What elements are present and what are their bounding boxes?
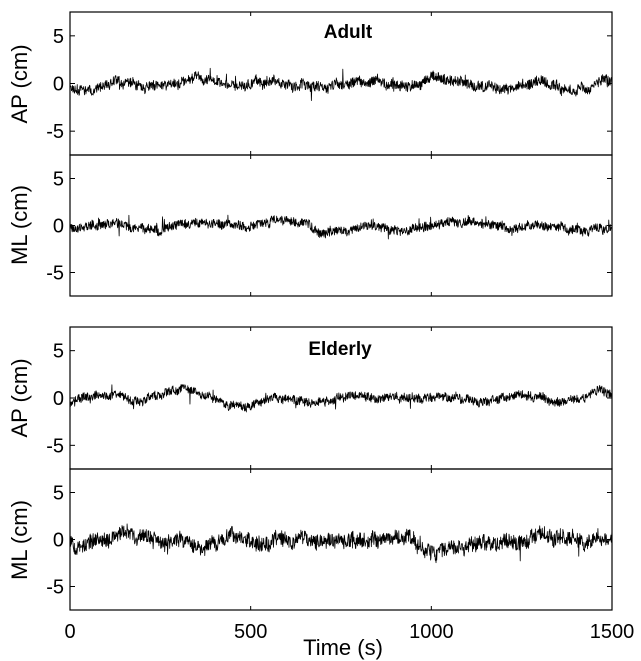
ytick-label-elderly-ml: 0 xyxy=(53,530,64,552)
series-line-adult-ml xyxy=(69,214,613,240)
xtick-label: 1000 xyxy=(409,621,454,643)
group-title-elderly: Elderly xyxy=(308,339,372,360)
ytick-label-adult-ml: -5 xyxy=(46,263,64,285)
ytick-label-elderly-ap: 5 xyxy=(53,341,64,363)
ytick-label-elderly-ml: 5 xyxy=(53,483,64,505)
series-line-elderly-ap xyxy=(69,384,613,413)
ytick-label-adult-ml: 0 xyxy=(53,216,64,238)
group-title-adult: Adult xyxy=(324,22,373,43)
ytick-label-adult-ap: 0 xyxy=(53,74,64,96)
ytick-label-elderly-ap: 0 xyxy=(53,388,64,410)
xtick-label: 0 xyxy=(64,621,75,643)
xtick-label: 500 xyxy=(234,621,267,643)
ytick-label-elderly-ml: -5 xyxy=(46,577,64,599)
xlabel-time: Time (s) xyxy=(303,635,383,660)
ylabel-elderly-ap: AP (cm) xyxy=(7,358,32,437)
ytick-label-adult-ap: -5 xyxy=(46,121,64,143)
series-line-adult-ap xyxy=(69,67,613,102)
ytick-label-elderly-ap: -5 xyxy=(46,435,64,457)
ytick-label-adult-ml: 5 xyxy=(53,169,64,191)
ylabel-adult-ap: AP (cm) xyxy=(7,44,32,123)
ytick-label-adult-ap: 5 xyxy=(53,26,64,48)
xtick-label: 1500 xyxy=(590,621,635,643)
ylabel-elderly-ml: ML (cm) xyxy=(7,500,32,580)
ylabel-adult-ml: ML (cm) xyxy=(7,185,32,265)
series-line-elderly-ml xyxy=(69,523,613,564)
